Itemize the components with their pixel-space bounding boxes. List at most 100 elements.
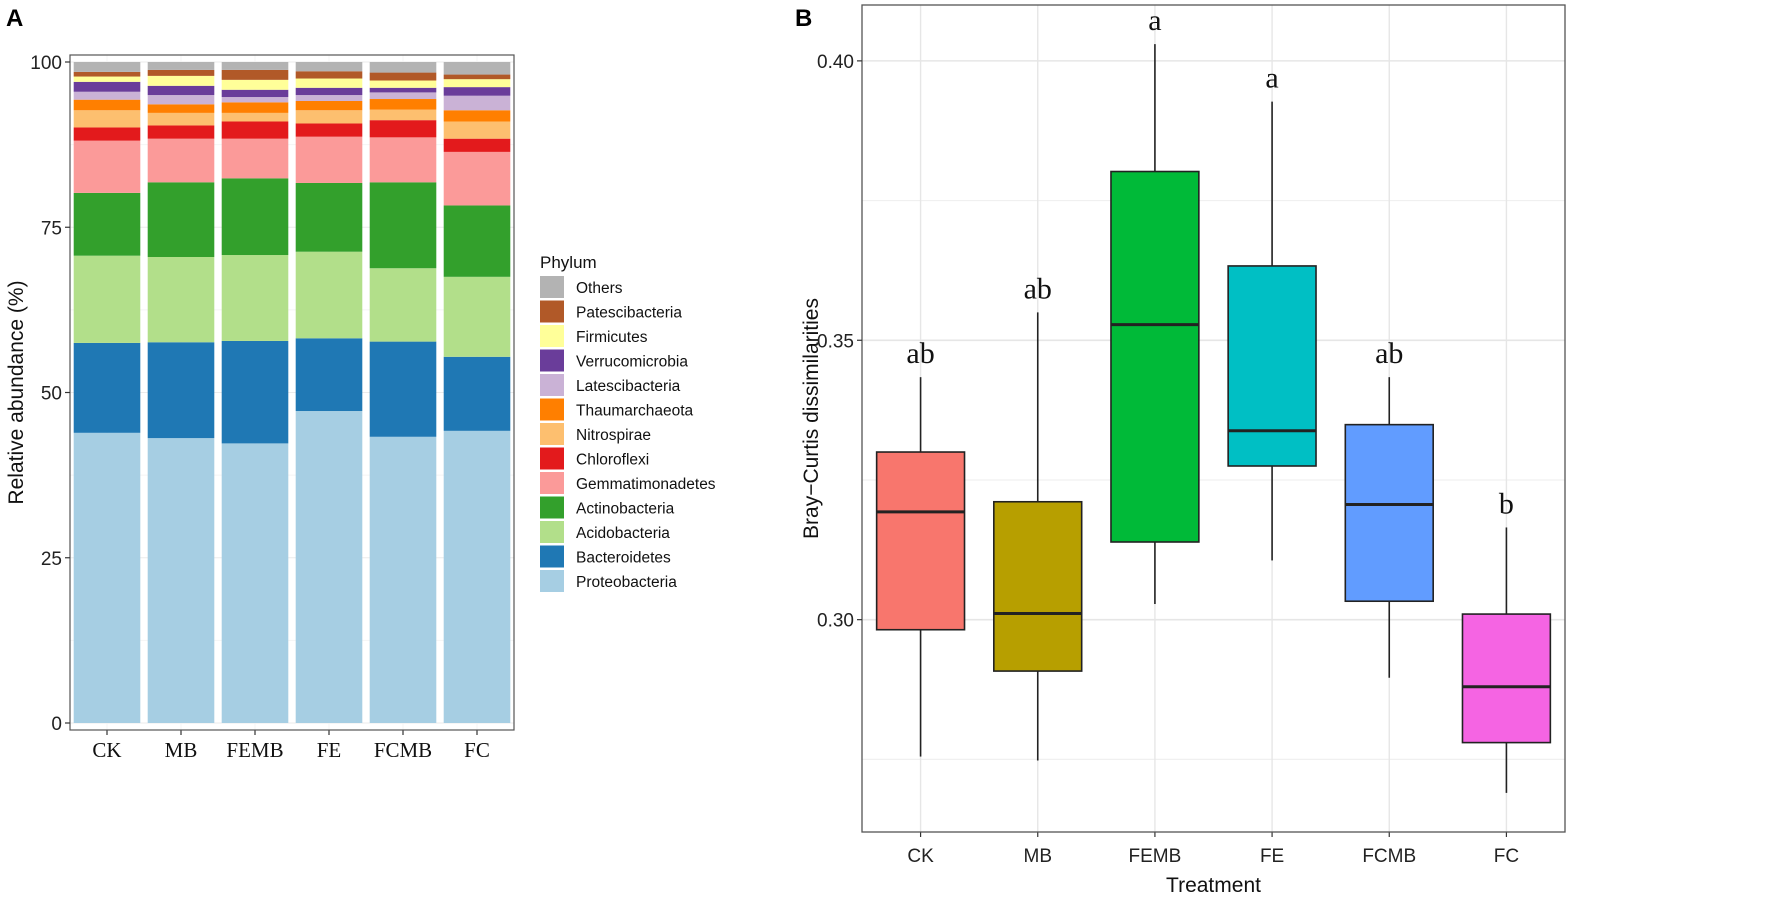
bar-segment-latescibacteria-fe (295, 95, 363, 101)
x-tick-label: CK (907, 846, 934, 867)
bar-segment-nitrospirae-ck (73, 110, 141, 128)
legend-title: Phylum (540, 253, 597, 272)
box-body (875, 451, 966, 631)
y-tick-label: 0 (51, 714, 62, 735)
box-fe: a (1227, 62, 1317, 561)
y-tick-label: 50 (41, 384, 62, 405)
bar-segment-firmicutes-fcmb (369, 80, 437, 88)
x-tick-label: MB (165, 738, 198, 762)
bar-segment-proteobacteria-fe (295, 411, 363, 723)
legend-swatch (540, 447, 564, 470)
x-tick-label: FE (317, 738, 342, 762)
significance-letter: ab (1375, 337, 1403, 370)
panel-a-stacked-bar: CK MB FEMB FE FCMB FC 0 25 50 75 100 Relative abund… (5, 53, 716, 762)
legend-swatch (540, 545, 564, 568)
box-body (1344, 423, 1434, 603)
x-tick-label: FEMB (226, 738, 283, 762)
bar-segment-firmicutes-femb (221, 79, 289, 90)
legend-swatch (540, 325, 564, 347)
legend-item: Chloroflexi (540, 447, 649, 470)
bar-segment-verrucomicrobia-fe (295, 87, 363, 96)
bar-segment-proteobacteria-femb (221, 443, 289, 723)
legend-label: Acidobacteria (576, 525, 670, 542)
box-fc: b (1461, 487, 1552, 793)
legend-label: Actinobacteria (576, 501, 675, 518)
x-tick-label: FCMB (374, 738, 432, 762)
bar-segment-bacteroidetes-fc (443, 356, 511, 431)
panel-b-boxplot: ab CK ab MB a FEMB a FE ab FCMB b FC 0.30 0.35 0.40 Tre… (800, 4, 1566, 897)
legend-label: Proteobacteria (576, 574, 677, 591)
box-mb: ab (993, 272, 1083, 761)
bar-segment-verrucomicrobia-fc (443, 87, 511, 96)
legend-label: Thaumarchaeota (576, 403, 694, 420)
legend-label: Verrucomicrobia (576, 354, 688, 371)
y-tick-label: 25 (41, 549, 62, 570)
bar-segment-acidobacteria-fcmb (369, 268, 437, 342)
legend-swatch (540, 423, 564, 445)
legend-label: Chloroflexi (576, 452, 649, 469)
legend-item: Patescibacteria (540, 300, 682, 323)
bar-segment-others-mb (147, 62, 215, 70)
bar-segment-bacteroidetes-fcmb (369, 341, 437, 437)
bar-segment-actinobacteria-fc (443, 205, 511, 277)
panel-label-b: B (795, 5, 812, 32)
legend-swatch (540, 374, 564, 396)
bar-segment-acidobacteria-mb (147, 256, 215, 343)
bar-segment-verrucomicrobia-fcmb (369, 87, 437, 93)
bar-segment-latescibacteria-ck (73, 91, 141, 100)
y-tick-label: 0.35 (817, 331, 854, 352)
legend-item: Actinobacteria (540, 496, 675, 519)
legend-item: Others (540, 276, 623, 298)
y-tick-label: 100 (30, 53, 62, 74)
box-body (1110, 170, 1200, 543)
bar-segment-thaumarchaeota-fc (443, 110, 511, 122)
legend-label: Gemmatimonadetes (576, 476, 716, 493)
legend-swatch (540, 472, 564, 494)
x-tick-label: FC (1494, 846, 1519, 867)
legend-label: Others (576, 280, 623, 297)
bar-segment-nitrospirae-fcmb (369, 109, 437, 121)
bar-segment-others-fcmb (369, 62, 437, 73)
y-axis-label: Bray−Curtis dissimilarities (800, 298, 823, 539)
x-axis-label: Treatment (1166, 874, 1261, 897)
legend-swatch (540, 300, 564, 323)
bar-segment-acidobacteria-ck (73, 255, 141, 343)
y-tick-label: 0.30 (817, 611, 854, 632)
legend-item: Latescibacteria (540, 374, 681, 396)
bar-segment-chloroflexi-femb (221, 121, 289, 139)
bar-segment-chloroflexi-fcmb (369, 120, 437, 138)
bar-segment-proteobacteria-fc (443, 430, 511, 723)
bar-segment-actinobacteria-mb (147, 182, 215, 257)
bar-segment-others-fc (443, 62, 511, 75)
x-tick-label: MB (1024, 846, 1053, 867)
legend-item: Bacteroidetes (540, 545, 671, 568)
panel-label-a: A (6, 5, 23, 32)
bar-segment-thaumarchaeota-ck (73, 99, 141, 111)
significance-letter: ab (1024, 272, 1052, 305)
bar-segment-verrucomicrobia-ck (73, 81, 141, 92)
legend-label: Bacteroidetes (576, 550, 671, 567)
bar-segment-chloroflexi-mb (147, 125, 215, 139)
legend-item: Firmicutes (540, 325, 648, 347)
bar-segment-acidobacteria-fe (295, 251, 363, 339)
bar-segment-actinobacteria-fcmb (369, 182, 437, 269)
legend-swatch (540, 398, 564, 421)
x-tick-label: FC (464, 738, 490, 762)
bar-segment-nitrospirae-fe (295, 110, 363, 124)
legend-item: Verrucomicrobia (540, 349, 688, 372)
legend-swatch (540, 521, 564, 543)
bar-segment-patescibacteria-fcmb (369, 72, 437, 81)
y-tick-label: 0.40 (817, 52, 854, 73)
box-femb: a (1110, 4, 1200, 605)
significance-letter: a (1148, 4, 1161, 37)
box-fcmb: ab (1344, 337, 1434, 678)
plot-frame (861, 4, 1566, 833)
legend-label: Latescibacteria (576, 378, 681, 395)
y-axis-label: Relative abundance (%) (5, 280, 28, 504)
bar-segment-proteobacteria-mb (147, 438, 215, 723)
legend-item: Gemmatimonadetes (540, 472, 716, 494)
bar-segment-firmicutes-fc (443, 79, 511, 88)
bar-segment-acidobacteria-femb (221, 255, 289, 341)
bar-segment-latescibacteria-mb (147, 95, 215, 105)
